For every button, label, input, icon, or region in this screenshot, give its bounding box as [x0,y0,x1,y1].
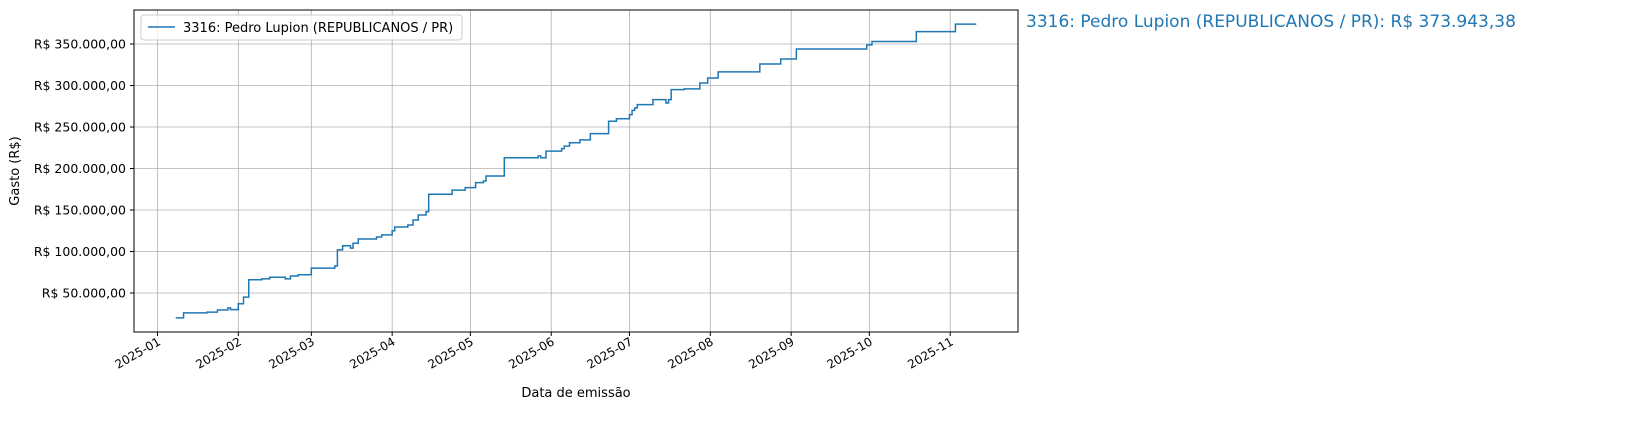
x-tick-label: 2025-07 [585,334,635,371]
y-tick-label: R$ 300.000,00 [34,78,126,93]
total-annotation: 3316: Pedro Lupion (REPUBLICANOS / PR): … [1026,12,1516,32]
x-axis: 2025-01 2025-02 2025-03 2025-04 2025-05 2025-… [113,332,956,372]
series-layer [175,23,977,319]
x-axis-label: Data de emissão [521,386,630,401]
legend-box [140,14,463,41]
x-tick-label: 2025-02 [193,334,243,371]
y-tick-label: R$ 250.000,00 [34,120,126,135]
x-tick-label: 2025-10 [824,334,874,371]
x-tick-label: 2025-09 [746,334,796,371]
x-tick-label: 2025-04 [347,334,397,371]
y-axis-label: Gasto (R$) [8,136,23,205]
x-tick-label: 2025-05 [425,334,475,371]
grid [134,10,1018,332]
y-tick-label: R$ 350.000,00 [34,37,126,52]
chart: 2025-01 2025-02 2025-03 2025-04 2025-05 2025-… [8,9,1019,401]
x-tick-label: 2025-06 [506,334,556,371]
y-tick-label: R$ 50.000,00 [42,285,126,300]
x-tick-label: 2025-11 [905,334,955,371]
legend-entry: 3316: Pedro Lupion (REPUBLICANOS / PR) [183,21,453,36]
legend: 3316: Pedro Lupion (REPUBLICANOS / PR) [140,14,463,41]
y-tick-label: R$ 150.000,00 [34,203,126,218]
y-axis: R$ 50.000,00 R$ 100.000,00 R$ 150.000,00 R$… [34,37,134,300]
x-tick-label: 2025-01 [113,334,163,371]
y-tick-label: R$ 200.000,00 [34,161,126,176]
x-tick-label: 2025-08 [665,334,715,371]
y-tick-label: R$ 100.000,00 [34,244,126,259]
series-line [175,23,977,319]
x-tick-label: 2025-03 [266,334,316,371]
plot-frame [133,9,1019,333]
